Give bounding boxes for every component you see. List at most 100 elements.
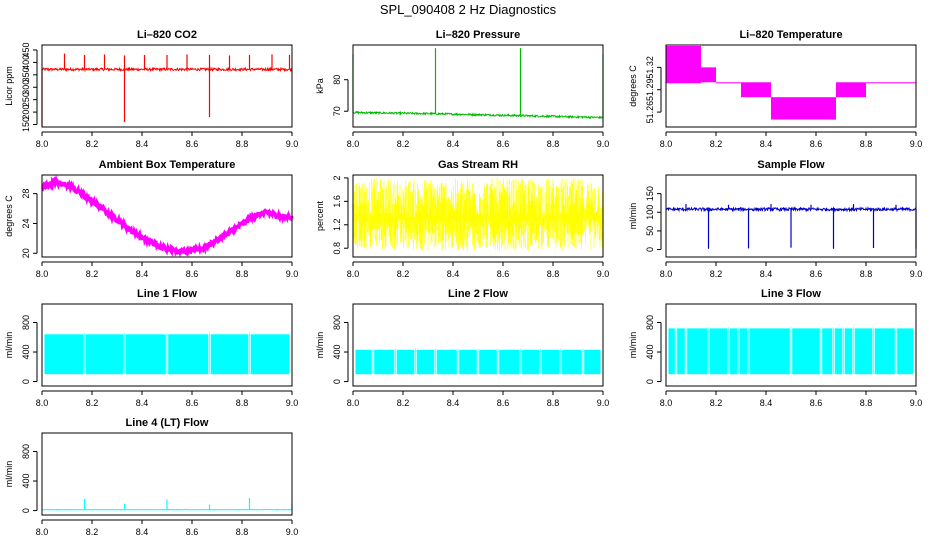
x-tick-label-rh-2: 8.4	[447, 269, 460, 279]
x-tick-label-sample_flow-4: 8.8	[860, 269, 873, 279]
x-tick-label-pressure-0: 8.0	[347, 139, 360, 149]
flow-block-line1-3	[168, 334, 209, 375]
panel-title-line4: Line 4 (LT) Flow	[126, 417, 209, 429]
figure-title: SPL_090408 2 Hz Diagnostics	[380, 2, 557, 17]
temp-band-4	[771, 97, 836, 120]
flow-block-line2-8	[521, 349, 540, 375]
y-tick-label-licor_temp-1: 51.29	[645, 78, 655, 101]
flow-block-line3-11	[854, 328, 873, 375]
x-tick-label-licor_temp-3: 8.6	[810, 139, 823, 149]
x-tick-label-line1-1: 8.2	[86, 398, 99, 408]
x-tick-label-line1-4: 8.8	[236, 398, 249, 408]
x-tick-label-ambient_temp-1: 8.2	[86, 269, 99, 279]
flow-block-line2-0	[355, 349, 372, 375]
series-line1	[44, 333, 290, 375]
x-tick-label-line3-4: 8.8	[860, 398, 873, 408]
y-tick-label-line3-0: 0	[645, 379, 655, 384]
y-tick-label-sample_flow-3: 150	[645, 186, 655, 201]
y-tick-label-rh-0: 0.8	[332, 242, 342, 255]
y-tick-label-ambient_temp-1: 24	[21, 218, 31, 228]
y-label-co2: Licor ppm	[4, 66, 14, 106]
flow-block-line3-6	[749, 328, 790, 375]
y-label-ambient_temp: degrees C	[4, 195, 14, 237]
plot-frame-co2	[41, 44, 293, 128]
y-tick-label-sample_flow-2: 100	[645, 205, 655, 220]
x-tick-label-co2-2: 8.4	[136, 139, 149, 149]
flow-block-line3-9	[834, 328, 843, 375]
series-rh	[352, 177, 604, 252]
panel-co2: Li–820 CO2 8.0 8.2 8.4 8.6 8.8 9.0 150200250300…	[4, 29, 298, 149]
plot-frame-line4	[41, 432, 293, 516]
plot-frame-line2	[352, 303, 604, 387]
y-tick-label-line2-1: 400	[332, 345, 342, 360]
x-tick-label-line2-5: 9.0	[597, 398, 610, 408]
plot-frame-line3	[665, 303, 917, 387]
series-pressure	[352, 48, 604, 120]
trace-sample_flow	[665, 205, 917, 213]
x-tick-label-sample_flow-2: 8.4	[760, 269, 773, 279]
panel-title-licor_temp: Li–820 Temperature	[739, 29, 842, 41]
x-tick-label-line4-1: 8.2	[86, 527, 99, 537]
x-tick-label-line4-5: 9.0	[286, 527, 299, 537]
y-tick-label-line1-0: 0	[21, 379, 31, 384]
x-tick-label-licor_temp-1: 8.2	[710, 139, 723, 149]
flow-block-line3-5	[739, 328, 748, 375]
flow-block-line3-0	[668, 328, 675, 375]
y-label-rh: percent	[315, 200, 325, 231]
temp-band-2	[716, 82, 741, 84]
flow-block-line3-8	[822, 328, 833, 375]
temp-band-3	[741, 82, 771, 98]
y-tick-label-pressure-0: 70	[332, 106, 342, 116]
x-tick-label-pressure-4: 8.8	[547, 139, 560, 149]
flow-block-line1-1	[85, 334, 124, 375]
panel-line2: Line 2 Flow 8.0 8.2 8.4 8.6 8.8 9.0 0 400 800 ml/m…	[315, 288, 609, 408]
x-tick-label-line2-0: 8.0	[347, 398, 360, 408]
x-tick-label-ambient_temp-4: 8.8	[236, 269, 249, 279]
x-tick-label-pressure-5: 9.0	[597, 139, 610, 149]
x-tick-label-line3-5: 9.0	[910, 398, 923, 408]
series-line2	[355, 348, 601, 375]
x-tick-label-pressure-2: 8.4	[447, 139, 460, 149]
x-tick-label-line3-1: 8.2	[710, 398, 723, 408]
x-tick-label-sample_flow-0: 8.0	[660, 269, 673, 279]
x-tick-label-ambient_temp-3: 8.6	[186, 269, 199, 279]
y-tick-label-co2-6: 450	[21, 42, 31, 57]
x-tick-label-co2-4: 8.8	[236, 139, 249, 149]
x-tick-label-line4-2: 8.4	[136, 527, 149, 537]
y-tick-label-line1-2: 800	[21, 315, 31, 330]
y-tick-label-line2-2: 800	[332, 315, 342, 330]
flow-block-line3-7	[792, 328, 820, 375]
flow-block-line2-6	[479, 349, 497, 375]
y-tick-label-co2-5: 400	[21, 55, 31, 70]
y-tick-label-sample_flow-0: 0	[645, 247, 655, 252]
panel-title-sample_flow: Sample Flow	[757, 159, 825, 171]
flow-block-line2-2	[396, 349, 415, 375]
series-sample_flow	[665, 204, 917, 249]
y-label-pressure: kPa	[315, 78, 325, 94]
x-tick-label-rh-0: 8.0	[347, 269, 360, 279]
x-tick-label-rh-4: 8.8	[547, 269, 560, 279]
temp-band-5	[836, 82, 866, 98]
panel-line1: Line 1 Flow 8.0 8.2 8.4 8.6 8.8 9.0 0 400 800 ml/m…	[4, 288, 298, 408]
x-tick-label-line4-3: 8.6	[186, 527, 199, 537]
y-tick-label-line1-1: 400	[21, 345, 31, 360]
panel-title-ambient_temp: Ambient Box Temperature	[99, 159, 236, 171]
flow-block-line3-2	[687, 328, 708, 375]
y-label-sample_flow: ml/min	[628, 203, 638, 230]
x-tick-label-sample_flow-1: 8.2	[710, 269, 723, 279]
x-tick-label-co2-3: 8.6	[186, 139, 199, 149]
y-tick-label-rh-2: 1.6	[332, 195, 342, 208]
x-tick-label-line3-2: 8.4	[760, 398, 773, 408]
y-tick-label-co2-2: 250	[21, 92, 31, 107]
panel-rh: Gas Stream RH 8.0 8.2 8.4 8.6 8.8 9.0 0.8 1.2 1.6…	[315, 159, 609, 279]
flow-block-line1-5	[250, 334, 290, 375]
x-tick-label-line2-3: 8.6	[497, 398, 510, 408]
flow-block-line3-13	[897, 328, 914, 375]
x-tick-label-line3-3: 8.6	[810, 398, 823, 408]
y-tick-label-co2-3: 300	[21, 80, 31, 95]
panel-title-co2: Li–820 CO2	[137, 29, 197, 41]
temp-band-6	[866, 82, 916, 84]
flow-block-line2-1	[374, 349, 395, 375]
x-tick-label-licor_temp-2: 8.4	[760, 139, 773, 149]
